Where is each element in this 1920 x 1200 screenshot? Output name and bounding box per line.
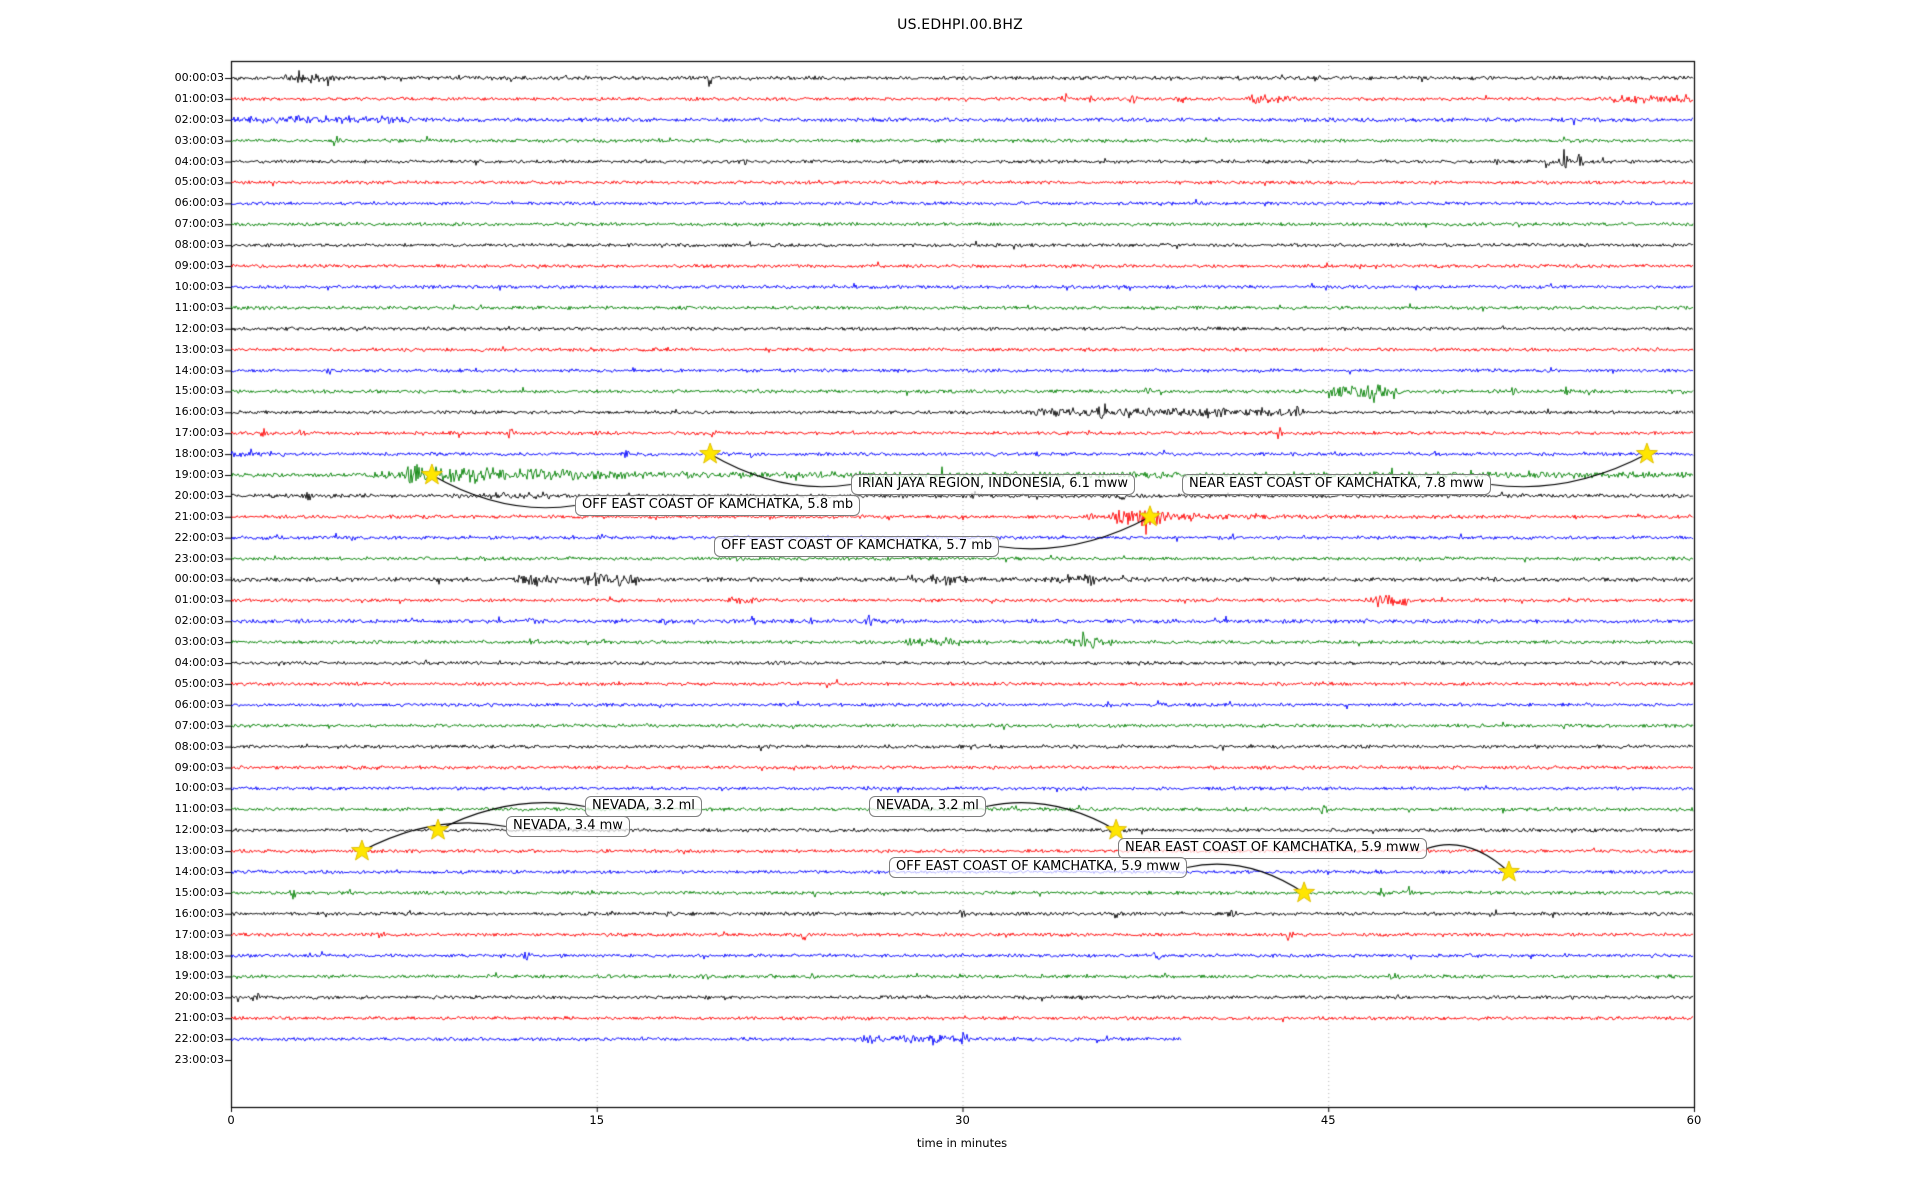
y-tick-label: 23:00:03 [174,551,224,565]
x-tick-label: 15 [589,1113,605,1127]
y-tick-label: 18:00:03 [174,948,224,962]
y-tick-label: 14:00:03 [174,363,224,377]
y-tick-label: 11:00:03 [174,802,224,816]
y-tick-label: 20:00:03 [174,488,224,502]
y-tick-label: 01:00:03 [174,593,224,607]
y-tick-label: 13:00:03 [174,844,224,858]
event-annotation: OFF EAST COAST OF KAMCHATKA, 5.7 mb [714,536,1000,557]
y-tick-label: 12:00:03 [174,823,224,837]
y-tick-label: 18:00:03 [174,447,224,461]
y-tick-label: 22:00:03 [174,530,224,544]
y-tick-label: 22:00:03 [174,1032,224,1046]
x-tick-label: 30 [955,1113,970,1127]
event-annotation: NEVADA, 3.2 ml [869,796,986,817]
y-tick-label: 12:00:03 [174,321,224,335]
y-tick-label: 16:00:03 [174,906,224,920]
y-tick-label: 17:00:03 [174,927,224,941]
y-tick-label: 15:00:03 [174,384,224,398]
y-tick-label: 05:00:03 [174,175,224,189]
y-tick-label: 01:00:03 [174,91,224,105]
y-tick-label: 19:00:03 [174,467,224,481]
event-annotation: NEVADA, 3.4 mw [506,816,630,837]
event-annotation: NEAR EAST COAST OF KAMCHATKA, 5.9 mww [1118,838,1427,859]
plot-title: US.EDHPI.00.BHZ [897,17,1023,33]
y-tick-label: 05:00:03 [174,676,224,690]
y-tick-label: 02:00:03 [174,614,224,628]
y-tick-label: 06:00:03 [174,697,224,711]
y-tick-label: 20:00:03 [174,990,224,1004]
event-annotation: IRIAN JAYA REGION, INDONESIA, 6.1 mww [851,474,1135,495]
y-tick-label: 11:00:03 [174,300,224,314]
y-tick-label: 21:00:03 [174,1011,224,1025]
x-axis-label: time in minutes [916,1136,1008,1150]
event-annotation: OFF EAST COAST OF KAMCHATKA, 5.8 mb [575,495,861,516]
y-tick-label: 19:00:03 [174,969,224,983]
y-tick-label: 00:00:03 [174,572,224,586]
y-tick-label: 13:00:03 [174,342,224,356]
event-annotation: NEAR EAST COAST OF KAMCHATKA, 7.8 mww [1182,474,1491,495]
y-tick-label: 04:00:03 [174,656,224,670]
y-tick-label: 04:00:03 [174,154,224,168]
x-tick-label: 60 [1686,1113,1702,1127]
y-tick-label: 00:00:03 [174,71,224,84]
y-tick-label: 07:00:03 [174,217,224,231]
y-tick-label: 23:00:03 [174,1053,224,1067]
x-tick-label: 45 [1320,1113,1336,1127]
y-tick-label: 16:00:03 [174,405,224,419]
y-tick-label: 08:00:03 [174,739,224,753]
y-tick-label: 06:00:03 [174,196,224,210]
y-tick-label: 09:00:03 [174,760,224,774]
y-tick-label: 10:00:03 [174,279,224,293]
y-tick-label: 03:00:03 [174,133,224,147]
x-tick-label: 0 [227,1113,235,1127]
y-tick-label: 15:00:03 [174,885,224,899]
y-tick-label: 21:00:03 [174,509,224,523]
y-tick-label: 02:00:03 [174,112,224,126]
y-tick-label: 10:00:03 [174,781,224,795]
event-annotation: NEVADA, 3.2 ml [585,796,702,817]
y-tick-label: 17:00:03 [174,426,224,440]
y-tick-label: 09:00:03 [174,259,224,273]
y-tick-label: 14:00:03 [174,864,224,878]
y-tick-label: 08:00:03 [174,238,224,252]
y-tick-label: 03:00:03 [174,635,224,649]
y-tick-label: 07:00:03 [174,718,224,732]
event-annotation: OFF EAST COAST OF KAMCHATKA, 5.9 mww [889,857,1188,878]
